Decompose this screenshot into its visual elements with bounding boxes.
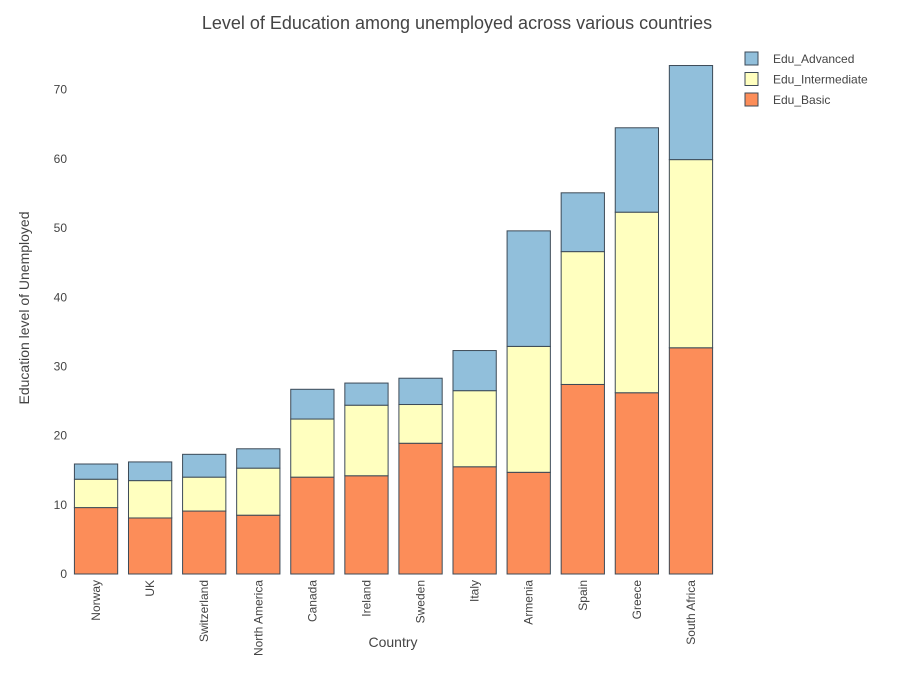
bar-edu-basic-sweden[interactable] <box>398 442 443 575</box>
y-tick-label: 60 <box>54 152 68 166</box>
bar-edu-basic-switzerland[interactable] <box>182 510 227 575</box>
bar-edu-intermediate-ireland[interactable] <box>344 404 389 477</box>
bar-edu-intermediate-greece[interactable] <box>614 211 660 394</box>
bar-edu-intermediate-canada[interactable] <box>290 418 335 478</box>
bar-edu-advanced-canada[interactable] <box>290 388 335 420</box>
bar-edu-intermediate-south-africa[interactable] <box>668 159 714 349</box>
bar-edu-basic-canada[interactable] <box>290 476 335 575</box>
x-tick-label: Norway <box>89 580 103 621</box>
bar-edu-intermediate-switzerland[interactable] <box>182 476 227 512</box>
bar-edu-advanced-spain[interactable] <box>560 192 605 253</box>
bar-edu-advanced-south-africa[interactable] <box>668 65 714 161</box>
bar-edu-basic-italy[interactable] <box>452 466 497 575</box>
bar-edu-intermediate-north-america[interactable] <box>236 467 281 516</box>
y-tick-label: 40 <box>54 290 68 304</box>
bar-edu-basic-spain[interactable] <box>560 383 605 575</box>
bar-edu-intermediate-italy[interactable] <box>452 390 497 468</box>
x-tick-label: North America <box>251 580 265 656</box>
bar-edu-basic-armenia[interactable] <box>506 471 551 575</box>
x-tick-label: Greece <box>630 580 644 620</box>
bars-group <box>73 65 714 575</box>
legend-label[interactable]: Edu_Basic <box>773 93 830 107</box>
bar-edu-basic-greece[interactable] <box>614 392 660 575</box>
bar-edu-intermediate-armenia[interactable] <box>506 345 551 473</box>
x-tick-label: Sweden <box>414 580 428 623</box>
bar-edu-advanced-italy[interactable] <box>452 350 497 392</box>
x-tick-label: Spain <box>576 580 590 611</box>
x-tick-label: Armenia <box>522 580 536 625</box>
bar-edu-intermediate-norway[interactable] <box>73 478 119 509</box>
bar-edu-basic-uk[interactable] <box>127 517 173 575</box>
chart-title: Level of Education among unemployed acro… <box>202 13 712 33</box>
bar-edu-intermediate-sweden[interactable] <box>398 404 443 444</box>
bar-edu-advanced-greece[interactable] <box>614 127 660 213</box>
y-axis-title: Education level of Unemployed <box>16 211 32 404</box>
y-tick-label: 20 <box>54 429 68 443</box>
bar-edu-advanced-armenia[interactable] <box>506 230 551 347</box>
legend[interactable]: Edu_Advanced Edu_Intermediate Edu_Basic <box>744 51 868 107</box>
x-tick-label: Ireland <box>359 580 373 617</box>
y-tick-label: 70 <box>54 83 68 97</box>
bar-edu-advanced-switzerland[interactable] <box>182 453 227 478</box>
bar-edu-advanced-ireland[interactable] <box>344 382 389 406</box>
legend-swatch[interactable] <box>744 72 759 86</box>
y-tick-label: 10 <box>54 498 68 512</box>
y-tick-labels: 0 10 20 30 40 50 60 70 <box>54 83 68 581</box>
y-tick-label: 50 <box>54 221 68 235</box>
bar-edu-advanced-uk[interactable] <box>127 461 173 482</box>
bar-edu-basic-south-africa[interactable] <box>668 347 714 575</box>
bar-edu-basic-ireland[interactable] <box>344 475 389 575</box>
bar-edu-basic-north-america[interactable] <box>236 514 281 575</box>
x-tick-labels: Norway UK Switzerland North America Canada Ir… <box>89 580 698 656</box>
bar-edu-advanced-sweden[interactable] <box>398 377 443 406</box>
x-tick-label: Canada <box>305 580 319 622</box>
bar-edu-advanced-north-america[interactable] <box>236 448 281 469</box>
x-axis-title: Country <box>368 634 417 650</box>
legend-swatch[interactable] <box>744 51 759 66</box>
x-tick-label: South Africa <box>684 580 698 645</box>
legend-label[interactable]: Edu_Advanced <box>773 52 854 66</box>
bar-edu-intermediate-uk[interactable] <box>127 480 173 519</box>
bar-edu-intermediate-spain[interactable] <box>560 251 605 385</box>
bar-edu-basic-norway[interactable] <box>73 507 119 575</box>
y-tick-label: 0 <box>60 567 67 581</box>
x-tick-label: Italy <box>468 580 482 602</box>
x-tick-label: Switzerland <box>197 580 211 642</box>
legend-label[interactable]: Edu_Intermediate <box>773 73 868 87</box>
bar-edu-advanced-norway[interactable] <box>73 463 119 480</box>
x-tick-label: UK <box>143 580 157 597</box>
legend-swatch[interactable] <box>744 92 759 107</box>
y-tick-label: 30 <box>54 359 68 373</box>
